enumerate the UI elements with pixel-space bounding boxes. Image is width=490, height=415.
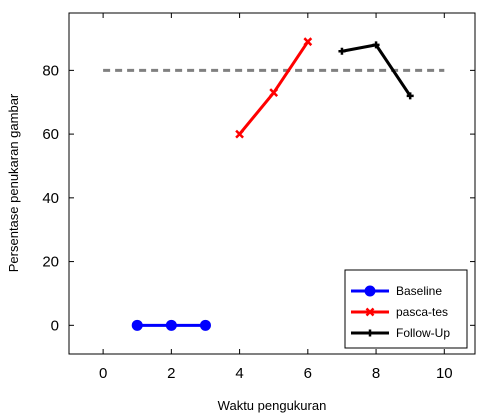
marker-stroke [269, 88, 279, 98]
marker-stroke [235, 129, 244, 139]
x-tick-label: 10 [436, 365, 453, 382]
x-axis-label: Waktu pengukuran [218, 398, 327, 413]
legend-item-1: Baseline [351, 284, 442, 298]
series-3 [338, 41, 414, 100]
legend-label: Baseline [396, 284, 442, 298]
legend-item-2: pasca-tes [351, 305, 448, 319]
data-point-x [269, 88, 279, 98]
data-point-x [235, 129, 244, 139]
series-line [238, 40, 310, 136]
legend: Baseline pasca-tes Follow-Up [344, 269, 468, 349]
x-tick-label: 6 [304, 365, 312, 382]
data-point-plus [372, 41, 380, 49]
data-point-circle [199, 319, 211, 331]
legend-box [344, 269, 468, 349]
y-axis: 0 20 40 60 80 [42, 62, 475, 334]
series-line [341, 43, 412, 97]
y-axis-label: Persentase penukaran gambar [6, 93, 21, 272]
y-tick-label: 80 [42, 62, 59, 79]
data-point-plus [406, 92, 414, 100]
data-point-circle [165, 319, 177, 331]
legend-label: Follow-Up [396, 326, 450, 340]
series-2 [235, 37, 313, 139]
y-tick-label: 40 [42, 190, 59, 207]
legend-item-3: Follow-Up [351, 326, 450, 340]
x-tick-label: 8 [372, 365, 380, 382]
data-point-plus [338, 47, 346, 55]
x-tick-label: 2 [167, 365, 175, 382]
data-point-x [365, 307, 375, 317]
legend-label: pasca-tes [396, 305, 448, 319]
y-tick-label: 20 [42, 254, 59, 271]
marker-stroke [303, 37, 313, 47]
x-tick-label: 4 [235, 365, 243, 382]
x-axis: 0 2 4 6 8 10 [99, 13, 453, 382]
data-point-circle [131, 319, 143, 331]
series-1 [131, 319, 211, 331]
y-tick-label: 60 [42, 126, 59, 143]
data-point-circle [364, 285, 376, 297]
data-point-plus [366, 329, 374, 337]
marker-stroke [365, 307, 375, 317]
data-point-x [303, 37, 313, 47]
series-layer [131, 37, 414, 331]
plot-area-frame [68, 12, 476, 355]
y-tick-label: 0 [51, 317, 59, 334]
x-tick-label: 0 [99, 365, 107, 382]
